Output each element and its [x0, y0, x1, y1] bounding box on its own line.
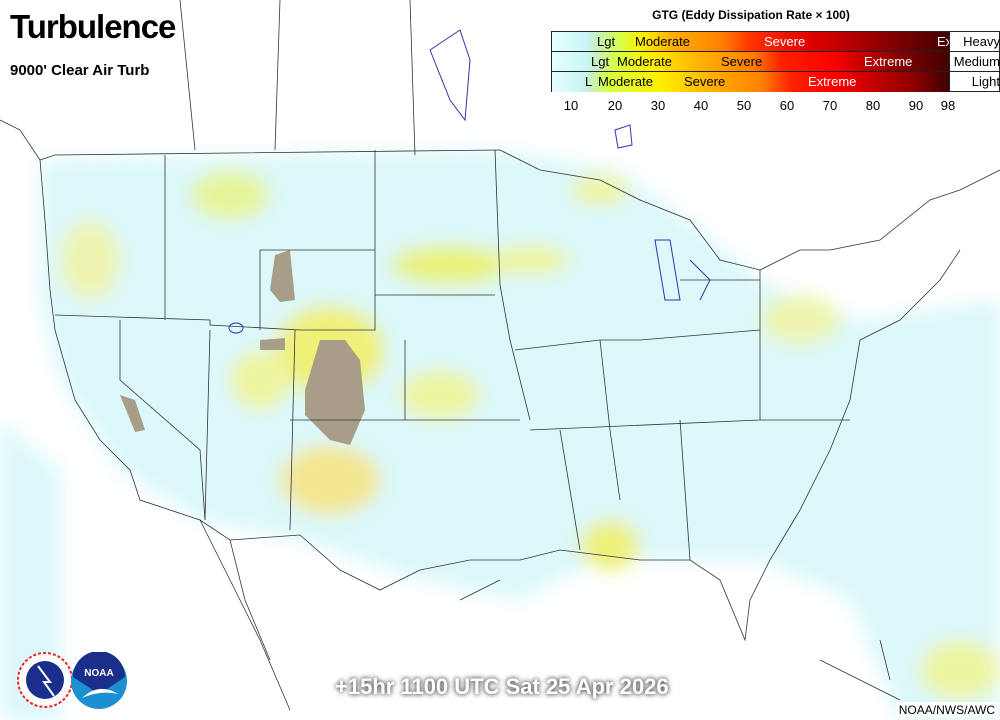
page-title: Turbulence [10, 8, 176, 45]
color-legend: Lgt Moderate Severe Ex Heavy Lgt Moderat… [551, 31, 1000, 92]
nws-logo [14, 652, 76, 713]
legend-tick: 40 [693, 98, 709, 113]
product-subtitle: 9000' Clear Air Turb [10, 62, 150, 79]
legend-tick: 50 [736, 98, 752, 113]
legend-label: Extreme [808, 74, 857, 89]
turbulence-field [0, 150, 1000, 720]
lakes [228, 29, 711, 334]
legend-tick: 20 [607, 98, 623, 113]
legend-row-light: L Moderate Severe Extreme [552, 72, 949, 92]
legend-category-medium: Medium [949, 52, 1000, 72]
legend-label: Moderate [598, 74, 653, 89]
legend-label: Moderate [635, 34, 690, 49]
legend-tick: 98 [940, 98, 956, 113]
legend-tick: 10 [563, 98, 579, 113]
legend-label: Extreme [864, 54, 913, 69]
legend-label: Lgt [591, 54, 610, 69]
credit-label: NOAA/NWS/AWC [895, 702, 998, 718]
legend-tick: 30 [650, 98, 666, 113]
no-data-terrain [120, 250, 365, 445]
legend-tick: 60 [779, 98, 795, 113]
legend-category-light: Light [949, 72, 1000, 92]
noaa-logo: NOAA [70, 651, 128, 715]
legend-tick: 80 [865, 98, 881, 113]
legend-label: Moderate [617, 54, 672, 69]
legend-label: Lgt [597, 34, 616, 49]
valid-time: +15hr 1100 UTC Sat 25 Apr 2026 [335, 674, 669, 699]
legend-label: Severe [764, 34, 806, 49]
legend-category-heavy: Heavy [949, 32, 1000, 52]
legend-row-medium: Lgt Moderate Severe Extreme [552, 52, 949, 72]
legend-label: Severe [721, 54, 763, 69]
legend-label: Ex [937, 34, 953, 49]
legend-tick: 70 [822, 98, 838, 113]
legend-label: L [585, 74, 593, 89]
legend-title: GTG (Eddy Dissipation Rate × 100) [652, 8, 850, 22]
legend-label: Severe [684, 74, 726, 89]
legend-row-heavy: Lgt Moderate Severe Ex [552, 32, 953, 52]
svg-text:NOAA: NOAA [84, 668, 113, 679]
legend-tick: 90 [908, 98, 924, 113]
